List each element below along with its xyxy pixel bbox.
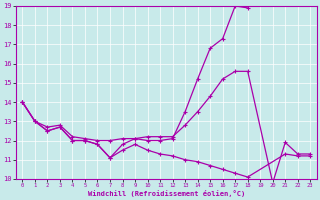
X-axis label: Windchill (Refroidissement éolien,°C): Windchill (Refroidissement éolien,°C) <box>88 190 245 197</box>
